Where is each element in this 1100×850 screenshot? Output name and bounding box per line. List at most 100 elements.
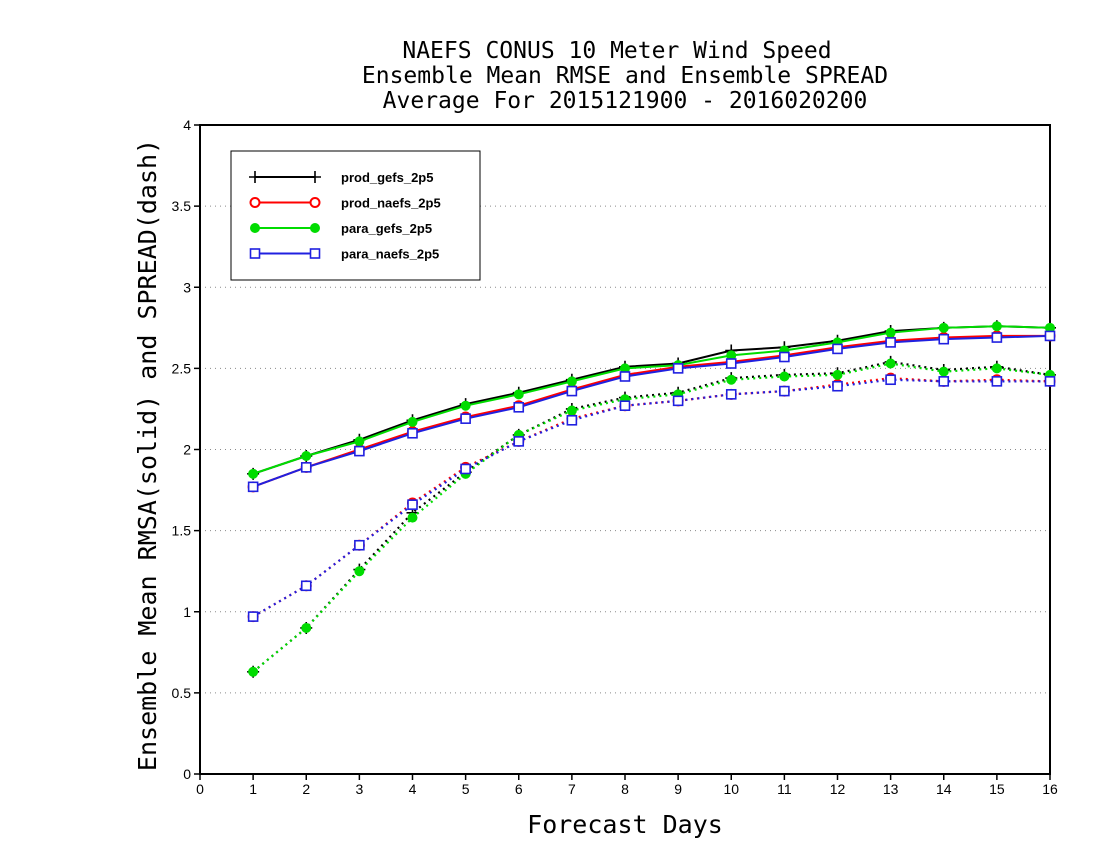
point-para_naefs_2p5-rmse-day-9: [672, 363, 684, 374]
point-para_naefs_2p5-rmse-day-10: [725, 358, 737, 369]
legend-marker-end-3: [309, 248, 321, 259]
point-para_naefs_2p5-spread-day-6: [513, 436, 525, 447]
x-tick-label-4: 4: [409, 781, 417, 797]
point-para_gefs_2p5-spread-day-2: [301, 622, 312, 633]
x-tick-label-9: 9: [674, 781, 682, 797]
point-para_gefs_2p5-spread-day-1: [248, 666, 259, 677]
y-tick-label-2: 1: [183, 604, 191, 620]
legend: prod_gefs_2p5 prod_naefs_2p5 para_gefs_2p5…: [230, 150, 481, 281]
x-tick-label-10: 10: [723, 781, 739, 797]
title-line-1: NAEFS CONUS 10 Meter Wind Speed: [402, 38, 831, 64]
point-para_gefs_2p5-spread-day-15: [991, 363, 1002, 374]
x-tick-label-7: 7: [568, 781, 576, 797]
point-para_gefs_2p5-rmse-day-4: [407, 416, 418, 427]
chart-title: NAEFS CONUS 10 Meter Wind Speed Ensemble…: [362, 38, 888, 114]
point-para_naefs_2p5-spread-day-16: [1044, 376, 1056, 387]
point-para_gefs_2p5-spread-day-13: [885, 358, 896, 369]
point-para_gefs_2p5-spread-day-14: [938, 366, 949, 377]
legend-box: [230, 150, 481, 281]
legend-marker-start-2: [250, 223, 260, 233]
point-para_naefs_2p5-rmse-day-8: [619, 371, 631, 382]
series-line-prod_gefs_2p5-rmse: [252, 325, 1051, 475]
point-para_naefs_2p5-spread-day-5: [460, 463, 471, 475]
x-tick-label-2: 2: [302, 781, 310, 797]
y-tick-label-3: 1.5: [172, 523, 192, 539]
point-para_naefs_2p5-spread-day-8: [619, 400, 631, 411]
series-line-para_naefs_2p5-rmse: [252, 334, 1051, 488]
series-line-para_gefs_2p5-spread: [252, 362, 1051, 673]
x-axis-label: Forecast Days: [527, 810, 723, 839]
point-para_naefs_2p5-spread-day-3: [354, 539, 365, 551]
x-tick-label-12: 12: [830, 781, 846, 797]
point-para_naefs_2p5-spread-day-12: [832, 380, 843, 392]
series-prod_naefs_2p5-rmse: [247, 330, 1056, 493]
legend-label-1: prod_naefs_2p5: [341, 196, 441, 211]
y-tick-label-5: 2.5: [172, 360, 192, 376]
point-para_gefs_2p5-rmse-day-13: [885, 327, 896, 338]
legend-label-2: para_gefs_2p5: [341, 221, 432, 236]
legend-marker-start-3: [249, 248, 261, 259]
y-axis: 0 0.5 1 1.5 2 2.5 3 3.5 4: [172, 117, 200, 782]
point-para_naefs_2p5-rmse-day-2: [300, 462, 312, 473]
series-line-para_gefs_2p5-rmse: [252, 325, 1051, 475]
legend-marker-start-0: [249, 171, 261, 183]
x-tick-label-5: 5: [462, 781, 470, 797]
point-para_naefs_2p5-spread-day-11: [779, 385, 790, 397]
series-line-prod_naefs_2p5-spread: [252, 377, 1051, 618]
point-para_naefs_2p5-rmse-day-1: [247, 481, 259, 493]
title-line-2: Ensemble Mean RMSE and Ensemble SPREAD: [362, 63, 888, 89]
point-para_naefs_2p5-rmse-day-5: [460, 413, 471, 424]
point-para_gefs_2p5-spread-day-11: [779, 371, 790, 382]
point-para_gefs_2p5-rmse-day-5: [460, 400, 471, 411]
x-tick-label-8: 8: [621, 781, 629, 797]
series-layer: [247, 320, 1056, 678]
series-prod_naefs_2p5-spread: [247, 372, 1056, 623]
series-line-para_naefs_2p5-spread: [252, 378, 1050, 618]
series-line-prod_naefs_2p5-rmse: [252, 334, 1050, 488]
y-tick-label-1: 0.5: [172, 685, 192, 701]
point-para_naefs_2p5-spread-day-4: [407, 499, 418, 510]
legend-label-3: para_naefs_2p5: [341, 247, 439, 262]
point-para_gefs_2p5-spread-day-4: [407, 512, 418, 523]
point-para_gefs_2p5-rmse-day-6: [513, 389, 524, 400]
legend-marker-start-1: [249, 197, 261, 208]
point-para_gefs_2p5-spread-day-10: [726, 374, 737, 385]
series-para_naefs_2p5-spread: [247, 374, 1056, 622]
point-para_naefs_2p5-rmse-day-12: [832, 343, 843, 355]
point-para_naefs_2p5-spread-day-2: [300, 580, 312, 592]
point-para_naefs_2p5-rmse-day-11: [779, 351, 790, 363]
point-para_naefs_2p5-rmse-day-6: [513, 402, 525, 413]
x-tick-label-3: 3: [355, 781, 363, 797]
point-para_gefs_2p5-spread-day-3: [354, 566, 365, 577]
series-para_naefs_2p5-rmse: [247, 330, 1056, 493]
x-tick-label-15: 15: [989, 781, 1005, 797]
x-tick-label-1: 1: [249, 781, 257, 797]
point-para_naefs_2p5-rmse-day-3: [354, 445, 365, 457]
x-tick-label-14: 14: [936, 781, 952, 797]
point-para_naefs_2p5-spread-day-10: [725, 389, 737, 400]
point-para_naefs_2p5-rmse-day-14: [938, 333, 950, 345]
point-para_naefs_2p5-rmse-day-15: [991, 332, 1003, 343]
x-tick-label-16: 16: [1042, 781, 1058, 797]
point-para_gefs_2p5-rmse-day-3: [354, 436, 365, 447]
point-para_naefs_2p5-spread-day-9: [672, 395, 684, 407]
point-para_naefs_2p5-rmse-day-13: [885, 337, 896, 348]
y-tick-label-8: 4: [183, 117, 191, 133]
y-axis-label: Ensemble Mean RMSA(solid) and SPREAD(das…: [133, 139, 162, 771]
point-para_gefs_2p5-rmse-day-14: [938, 322, 949, 333]
point-para_naefs_2p5-spread-day-13: [885, 374, 896, 386]
point-para_naefs_2p5-rmse-day-4: [407, 427, 418, 439]
series-line-prod_gefs_2p5-spread: [252, 360, 1051, 673]
y-tick-label-4: 2: [183, 442, 191, 458]
x-axis: 0 1 2 3 4 5 6 7 8 9 10 11 12 13 14 15 16: [196, 774, 1058, 797]
point-para_gefs_2p5-rmse-day-2: [301, 450, 312, 461]
point-para_gefs_2p5-rmse-day-7: [566, 376, 577, 387]
point-para_naefs_2p5-rmse-day-7: [566, 385, 578, 397]
y-tick-label-6: 3: [183, 279, 191, 295]
point-para_naefs_2p5-spread-day-1: [247, 611, 259, 622]
point-para_naefs_2p5-spread-day-15: [991, 376, 1003, 387]
series-para_gefs_2p5-spread: [248, 358, 1055, 677]
x-tick-label-0: 0: [196, 781, 204, 797]
legend-marker-end-2: [310, 223, 320, 233]
